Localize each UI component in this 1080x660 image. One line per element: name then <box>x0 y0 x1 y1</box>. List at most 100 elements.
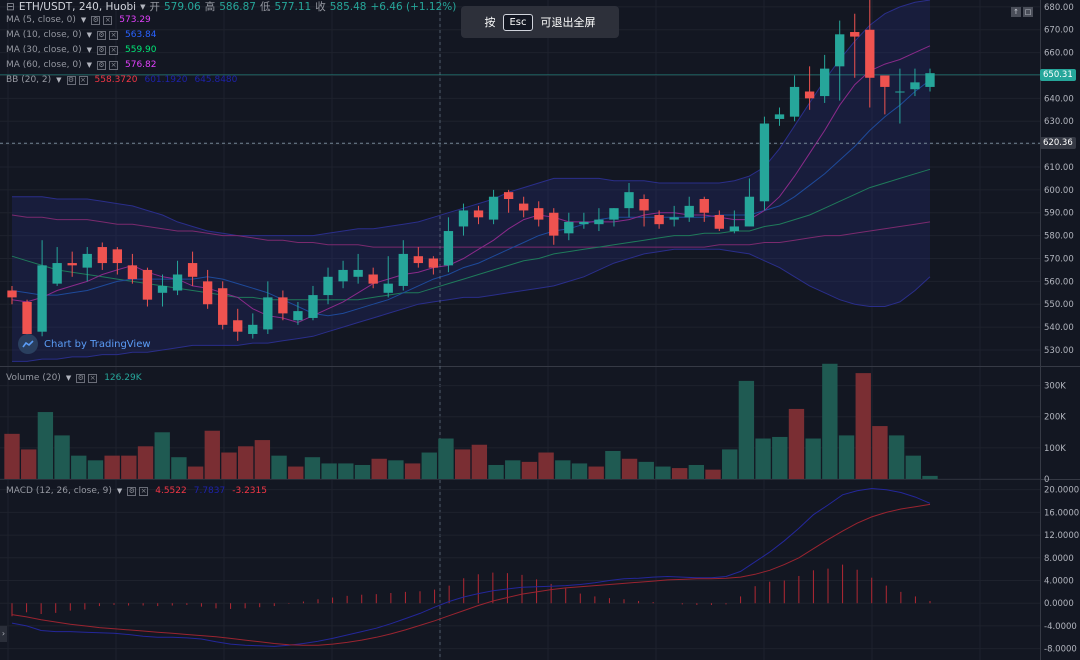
volume-bar <box>21 449 37 479</box>
candle-body <box>323 276 333 296</box>
macd-tick-label: -8.0000 <box>1044 645 1077 655</box>
close-icon[interactable]: × <box>78 76 88 85</box>
fullscreen-exit-banner: 按 Esc 可退出全屏 <box>461 6 619 38</box>
price-tick-label: 680.00 <box>1044 3 1074 13</box>
pane-up-icon[interactable]: ↑ <box>1011 7 1021 17</box>
volume-bar <box>888 435 905 479</box>
settings-icon[interactable]: ⚙ <box>127 487 137 496</box>
price-tick-label: 540.00 <box>1044 323 1074 333</box>
volume-bar <box>772 436 788 479</box>
candle-body <box>654 215 664 225</box>
settings-icon[interactable]: ⚙ <box>91 16 101 25</box>
pane-maximize-icon[interactable]: □ <box>1023 7 1033 17</box>
candle-body <box>865 29 875 78</box>
macd-tick-label: 12.0000 <box>1044 531 1079 541</box>
candle-body <box>7 290 17 298</box>
bb-lower-line <box>12 248 931 362</box>
candle-body <box>639 199 649 211</box>
indicator-label[interactable]: MA (5, close, 0) <box>6 15 76 25</box>
candle-body <box>428 258 439 268</box>
volume-bar <box>905 455 921 479</box>
open-label: 开 <box>149 1 160 13</box>
volume-bar <box>488 464 504 479</box>
volume-bar <box>755 438 771 479</box>
volume-bar <box>738 380 755 479</box>
candle-body <box>850 32 860 37</box>
settings-icon[interactable]: ⚙ <box>97 31 106 40</box>
candle-body <box>308 295 318 318</box>
side-toolbar-toggle[interactable]: › <box>0 626 7 642</box>
candle-body <box>473 210 484 218</box>
volume-bar <box>438 438 454 479</box>
chevron-down-icon[interactable]: ▼ <box>86 61 92 69</box>
volume-legend: Volume (20) ▼ ⚙ × 126.29K <box>6 371 142 386</box>
volume-bar <box>137 446 154 479</box>
macd-tick-label: 4.0000 <box>1044 577 1074 587</box>
collapse-legend-icon[interactable]: ⊟ <box>6 0 15 13</box>
volume-label[interactable]: Volume (20) <box>6 373 61 383</box>
price-tick-label: 590.00 <box>1044 209 1074 219</box>
volume-bar <box>872 426 888 479</box>
candle-body <box>368 274 378 284</box>
chevron-down-icon[interactable]: ▼ <box>86 46 92 54</box>
close-icon[interactable]: × <box>88 374 98 383</box>
high-value: 586.87 <box>219 0 256 13</box>
macd-tick-label: 0.0000 <box>1044 599 1074 609</box>
chevron-down-icon[interactable]: ▼ <box>65 374 72 382</box>
candle-body <box>172 274 183 291</box>
candle-body <box>127 265 138 280</box>
crosshair-price-tag: 620.36 <box>1040 137 1076 149</box>
tradingview-logo[interactable]: Chart by TradingView <box>18 334 151 354</box>
symbol-label[interactable]: ETH/USDT, 240, Huobi <box>18 0 137 13</box>
price-tick-label: 550.00 <box>1044 300 1074 310</box>
volume-bar <box>855 373 871 479</box>
volume-tick-label: 200K <box>1044 413 1066 423</box>
candle-body <box>744 196 755 227</box>
bb-upper-value: 601.1920 <box>144 75 188 85</box>
macd-label[interactable]: MACD (12, 26, close, 9) <box>6 486 112 496</box>
volume-bar <box>4 433 20 479</box>
chevron-down-icon[interactable]: ▼ <box>56 76 62 84</box>
candle-body <box>488 196 499 220</box>
volume-bar <box>404 463 421 479</box>
price-tick-label: 600.00 <box>1044 186 1074 196</box>
volume-bar <box>805 438 821 479</box>
price-tick-label: 560.00 <box>1044 277 1074 287</box>
candle-body <box>398 253 408 286</box>
settings-icon[interactable]: ⚙ <box>97 61 106 70</box>
indicator-label[interactable]: MA (30, close, 0) <box>6 45 82 55</box>
chevron-down-icon[interactable]: ▼ <box>80 16 87 24</box>
close-icon[interactable]: × <box>139 487 149 496</box>
chevron-down-icon[interactable]: ▼ <box>116 487 123 495</box>
volume-bar <box>538 452 554 479</box>
settings-icon[interactable]: ⚙ <box>66 76 76 85</box>
chevron-down-icon[interactable]: ▼ <box>140 2 146 11</box>
bb-label[interactable]: BB (20, 2) <box>6 75 52 85</box>
indicator-label[interactable]: MA (60, close, 0) <box>6 60 82 70</box>
low-value: 577.11 <box>274 0 312 13</box>
legend-row-ma: MA (10, close, 0) ▼ ⚙ × 563.84 <box>6 28 237 43</box>
legend-row-ma: MA (30, close, 0) ▼ ⚙ × 559.90 <box>6 43 237 58</box>
settings-icon[interactable]: ⚙ <box>97 46 106 55</box>
esc-key[interactable]: Esc <box>503 13 533 31</box>
candle-body <box>22 301 32 334</box>
close-icon[interactable]: × <box>109 31 118 40</box>
bb-lower-value: 645.8480 <box>194 75 238 85</box>
close-icon[interactable]: × <box>109 46 118 55</box>
volume-bar <box>588 466 604 479</box>
price-tick-label: 630.00 <box>1044 117 1074 127</box>
indicator-label[interactable]: MA (10, close, 0) <box>6 30 82 40</box>
close-icon[interactable]: × <box>103 16 113 25</box>
candle-body <box>684 205 694 218</box>
close-icon[interactable]: × <box>109 61 118 70</box>
candle-body <box>233 320 243 332</box>
candle-body <box>819 68 830 97</box>
volume-bar <box>471 444 488 479</box>
chevron-down-icon[interactable]: ▼ <box>86 31 92 39</box>
candle-body <box>293 311 303 321</box>
low-label: 低 <box>259 1 271 13</box>
settings-icon[interactable]: ⚙ <box>76 374 86 383</box>
indicator-legend: MA (5, close, 0) ▼ ⚙ × 573.29 MA (10, cl… <box>6 13 237 88</box>
candle-body <box>669 217 679 220</box>
